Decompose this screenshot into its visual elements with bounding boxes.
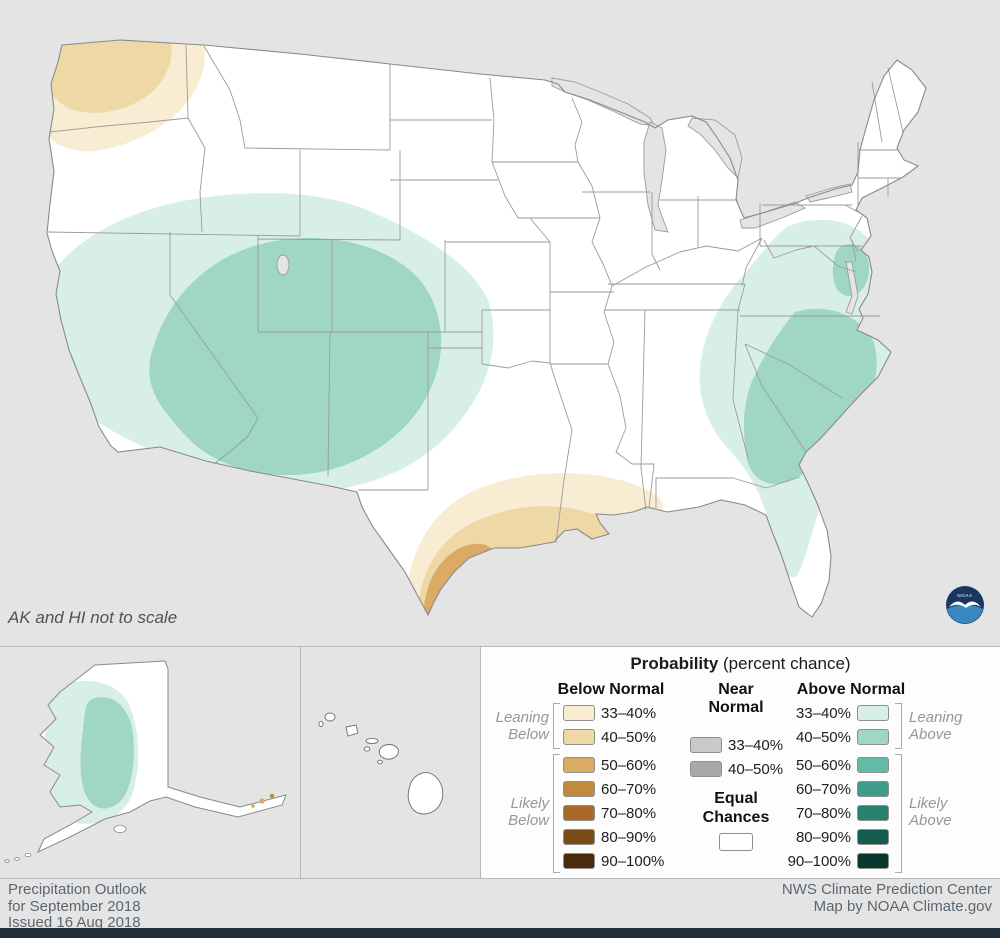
below-label-40-50: 40–50% [601, 729, 657, 746]
footer-issued-date: Issued 16 Aug 2018 [8, 914, 141, 931]
island-kauai [324, 712, 336, 722]
leaning-above-bracket [895, 703, 902, 749]
below-label-33-40: 33–40% [601, 705, 657, 722]
legend-title: Probability (percent chance) [481, 654, 1000, 674]
noaa-gull-icon [949, 601, 981, 608]
hawaii-map [318, 712, 444, 815]
above-label-90-100: 90–100% [787, 853, 851, 870]
footer-credit: Map by NOAA Climate.gov [813, 897, 992, 915]
footer: Precipitation Outlook for September 2018… [0, 878, 1000, 930]
lake-superior [551, 77, 656, 127]
above-label-70-80: 70–80% [795, 805, 851, 822]
noaa-logo-text: NOAA [957, 593, 972, 598]
divider-ak-hi [300, 647, 301, 878]
island-hawaii [407, 772, 444, 815]
bottom-bar [0, 928, 1000, 938]
below-swatch-33-40 [563, 705, 595, 721]
above-swatch-40-50 [857, 729, 889, 745]
below-label-50-60: 50–60% [601, 757, 657, 774]
below-normal-header: Below Normal [557, 681, 665, 698]
noaa-logo: NOAA [945, 585, 985, 625]
island-oahu [345, 724, 359, 737]
leaning-below-bracket [553, 703, 560, 749]
noaa-logo-sea [947, 604, 983, 624]
conus-map-svg [46, 39, 927, 618]
above-swatch-70-80 [857, 805, 889, 821]
legend-title-rest: (percent chance) [718, 654, 851, 673]
above-normal-header: Above Normal [796, 681, 906, 698]
below-swatch-60-70 [563, 781, 595, 797]
chesapeake-bay [845, 261, 859, 315]
below-swatch-70-80 [563, 805, 595, 821]
state-boundaries [47, 44, 904, 544]
great-lakes [276, 77, 859, 315]
below-swatch-50-60 [563, 757, 595, 773]
divider-bottom [0, 878, 1000, 879]
region-ak-above-40-50 [80, 697, 134, 809]
region-pnw-below-40-50 [47, 40, 172, 113]
ak-panhandle-below-specks [251, 793, 275, 808]
island-maui [378, 744, 399, 760]
footer-right: NWS Climate Prediction Center Map by NOA… [781, 881, 992, 915]
below-label-80-90: 80–90% [601, 829, 657, 846]
above-swatch-33-40 [857, 705, 889, 721]
above-swatch-80-90 [857, 829, 889, 845]
probability-regions [47, 40, 894, 617]
region-southwest-above-40-50 [149, 238, 442, 476]
near-swatch-40-50 [690, 761, 722, 777]
below-swatch-80-90 [563, 829, 595, 845]
alaska-regions [43, 680, 139, 824]
below-swatch-90-100 [563, 853, 595, 869]
scale-note: AK and HI not to scale [8, 608, 178, 627]
footer-product-title: Precipitation Outlook [8, 881, 147, 898]
lake-michigan [643, 121, 669, 233]
near-swatch-33-40 [690, 737, 722, 753]
above-swatch-90-100 [857, 853, 889, 869]
hawaiian-islands [318, 712, 444, 815]
kodiak-island [113, 824, 127, 833]
likely-above-annotation: Likely Above [909, 795, 952, 829]
likely-below-annotation: Likely Below [508, 795, 549, 829]
below-label-90-100: 90–100% [601, 853, 665, 870]
above-label-33-40: 33–40% [795, 705, 851, 722]
leaning-above-annotation: Leaning Above [909, 709, 963, 743]
above-swatch-50-60 [857, 757, 889, 773]
footer-agency: NWS Climate Prediction Center [781, 881, 992, 898]
near-label-33-40: 33–40% [728, 737, 784, 754]
leaning-below-annotation: Leaning Below [495, 709, 549, 743]
below-swatch-40-50 [563, 729, 595, 745]
alaska-map [4, 660, 287, 863]
region-southeast-above-40-50 [743, 308, 877, 484]
likely-below-bracket [553, 754, 560, 873]
footer-left: Precipitation Outlook for September 2018… [8, 881, 147, 932]
below-label-70-80: 70–80% [601, 805, 657, 822]
noaa-logo-svg: NOAA [946, 586, 984, 624]
above-label-40-50: 40–50% [795, 729, 851, 746]
divider-top [0, 646, 1000, 647]
below-label-60-70: 60–70% [601, 781, 657, 798]
near-normal-header: Near Normal [708, 681, 764, 716]
legend: Probability (percent chance) Below Norma… [481, 647, 1000, 878]
aleutian-islands [4, 824, 127, 863]
equal-chances-label: Equal Chances [702, 790, 770, 826]
equal-chances-swatch [719, 833, 753, 851]
footer-period: for September 2018 [8, 897, 141, 915]
above-label-50-60: 50–60% [795, 757, 851, 774]
conus-map: AK and HI not to scale NOAA [8, 39, 985, 627]
island-molokai [365, 737, 379, 745]
island-niihau [318, 720, 324, 728]
above-swatch-60-70 [857, 781, 889, 797]
legend-title-bold: Probability [630, 654, 719, 673]
above-label-60-70: 60–70% [795, 781, 851, 798]
divider-hi-legend [480, 647, 481, 878]
lake-huron [687, 117, 743, 179]
island-kahoolawe [377, 759, 383, 765]
lake-ontario [805, 183, 853, 203]
island-lanai [363, 746, 371, 752]
great-salt-lake [276, 254, 290, 276]
likely-above-bracket [895, 754, 902, 873]
near-label-40-50: 40–50% [728, 761, 784, 778]
above-label-80-90: 80–90% [795, 829, 851, 846]
